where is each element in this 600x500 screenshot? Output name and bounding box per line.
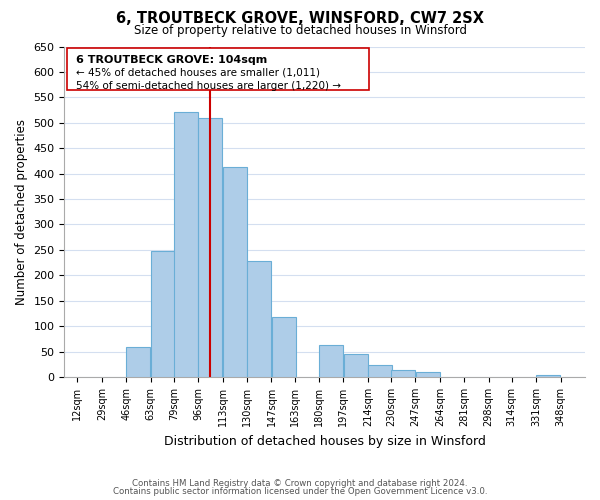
Bar [174, 112, 198, 377]
X-axis label: Distribution of detached houses by size in Winsford: Distribution of detached houses by size … [164, 434, 485, 448]
Bar [319, 344, 343, 377]
Bar [536, 374, 560, 377]
Text: 54% of semi-detached houses are larger (1,220) →: 54% of semi-detached houses are larger (… [76, 81, 341, 91]
Y-axis label: Number of detached properties: Number of detached properties [15, 119, 28, 305]
Text: Contains public sector information licensed under the Open Government Licence v3: Contains public sector information licen… [113, 487, 487, 496]
Bar [344, 354, 368, 377]
Text: 6, TROUTBECK GROVE, WINSFORD, CW7 2SX: 6, TROUTBECK GROVE, WINSFORD, CW7 2SX [116, 11, 484, 26]
Bar [223, 166, 247, 377]
Text: Size of property relative to detached houses in Winsford: Size of property relative to detached ho… [133, 24, 467, 37]
Bar [127, 346, 151, 377]
Bar [368, 365, 392, 377]
Bar [391, 370, 415, 377]
Text: 6 TROUTBECK GROVE: 104sqm: 6 TROUTBECK GROVE: 104sqm [76, 54, 267, 64]
Bar [199, 118, 223, 377]
Bar [272, 317, 296, 377]
FancyBboxPatch shape [67, 48, 369, 90]
Bar [247, 260, 271, 377]
Text: ← 45% of detached houses are smaller (1,011): ← 45% of detached houses are smaller (1,… [76, 68, 320, 78]
Bar [151, 251, 175, 377]
Bar [416, 372, 440, 377]
Text: Contains HM Land Registry data © Crown copyright and database right 2024.: Contains HM Land Registry data © Crown c… [132, 478, 468, 488]
